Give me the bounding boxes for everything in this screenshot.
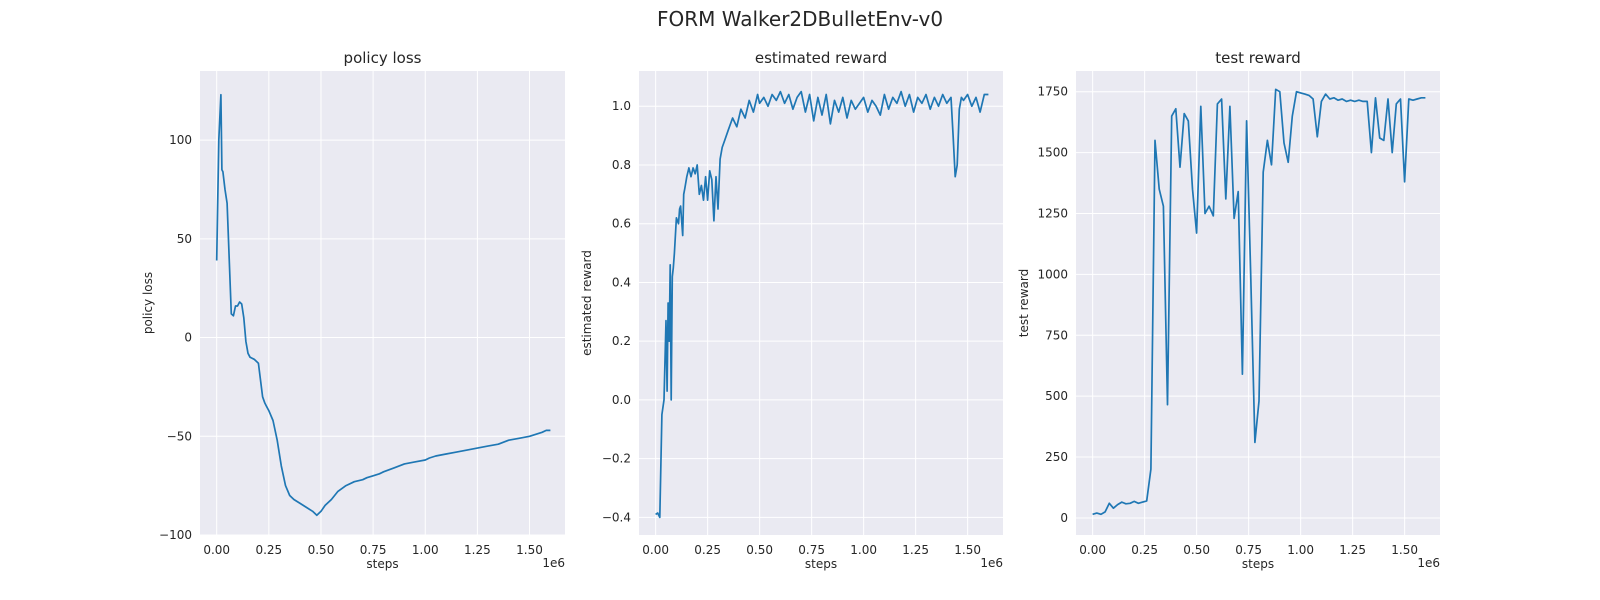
policy-loss-series-line xyxy=(215,93,551,517)
test-reward-x-tick-label: 1.00 xyxy=(1287,543,1314,557)
estimated-reward-plot-area xyxy=(639,71,1003,535)
estimated-reward-y-tick-label: 0.2 xyxy=(612,334,631,348)
estimated-reward-x-axis-label: steps xyxy=(805,557,837,571)
test-reward-plot-area xyxy=(1076,71,1440,535)
panel-policy-loss: 0.00 0.25 0.50 0.75 1.00 1.25 1.50 −100 −50 0 50 10… xyxy=(141,49,565,571)
policy-loss-y-axis-label: policy loss xyxy=(141,272,155,334)
estimated-reward-x-tick-label: 0.00 xyxy=(642,543,669,557)
estimated-reward-y-tick-label: 0.0 xyxy=(612,393,631,407)
estimated-reward-x-tick-label: 0.75 xyxy=(798,543,825,557)
estimated-reward-x-tick-label: 0.25 xyxy=(694,543,721,557)
policy-loss-plot-area xyxy=(200,71,565,535)
estimated-reward-y-tick-label: 0.6 xyxy=(612,217,631,231)
panel-test-reward: 0.00 0.25 0.50 0.75 1.00 1.25 1.50 0 250 500 750 10… xyxy=(1017,49,1440,571)
test-reward-y-tick-label: 0 xyxy=(1060,511,1068,525)
test-reward-y-tick-label: 1000 xyxy=(1037,267,1068,281)
policy-loss-y-tick-label: 0 xyxy=(184,331,192,345)
policy-loss-x-axis-label: steps xyxy=(366,557,398,571)
policy-loss-x-tick-label: 1.50 xyxy=(516,543,543,557)
test-reward-y-tick-label: 1250 xyxy=(1037,206,1068,220)
test-reward-x-tick-label: 1.25 xyxy=(1339,543,1366,557)
policy-loss-x-tick-label: 0.75 xyxy=(360,543,387,557)
policy-loss-x-tick-label: 0.00 xyxy=(203,543,230,557)
policy-loss-y-tick-label: −100 xyxy=(159,528,192,542)
estimated-reward-title: estimated reward xyxy=(755,49,887,67)
test-reward-y-tick-label: 500 xyxy=(1045,389,1068,403)
test-reward-x-tick-label: 0.50 xyxy=(1183,543,1210,557)
estimated-reward-x-tick-label: 0.50 xyxy=(746,543,773,557)
estimated-reward-x-tick-label: 1.25 xyxy=(902,543,929,557)
figure-title: FORM Walker2DBulletEnv-v0 xyxy=(656,7,944,31)
test-reward-title: test reward xyxy=(1215,49,1301,67)
estimated-reward-x-tick-label: 1.50 xyxy=(954,543,981,557)
estimated-reward-y-tick-label: −0.4 xyxy=(602,510,631,524)
estimated-reward-y-tick-label: 0.8 xyxy=(612,158,631,172)
test-reward-y-tick-label: 1750 xyxy=(1037,85,1068,99)
policy-loss-y-tick-label: 100 xyxy=(169,133,192,147)
test-reward-y-axis-label: test reward xyxy=(1017,269,1031,337)
estimated-reward-y-tick-label: −0.2 xyxy=(602,452,631,466)
estimated-reward-y-axis-label: estimated reward xyxy=(580,250,594,356)
test-reward-x-tick-label: 0.25 xyxy=(1131,543,1158,557)
test-reward-x-axis-label: steps xyxy=(1242,557,1274,571)
test-reward-y-tick-label: 750 xyxy=(1045,328,1068,342)
test-reward-series-line xyxy=(1092,88,1426,516)
estimated-reward-series-line xyxy=(655,90,989,519)
estimated-reward-x-tick-label: 1.00 xyxy=(850,543,877,557)
estimated-reward-x-offset-label: 1e6 xyxy=(980,556,1003,570)
policy-loss-title: policy loss xyxy=(344,49,422,67)
test-reward-y-tick-label: 1500 xyxy=(1037,146,1068,160)
test-reward-y-tick-label: 250 xyxy=(1045,450,1068,464)
test-reward-x-tick-label: 0.00 xyxy=(1079,543,1106,557)
policy-loss-x-tick-label: 1.00 xyxy=(412,543,439,557)
panel-estimated-reward: 0.00 0.25 0.50 0.75 1.00 1.25 1.50 −0.4 −0.2 0.0 0… xyxy=(580,49,1003,571)
estimated-reward-y-tick-label: 1.0 xyxy=(612,99,631,113)
policy-loss-x-tick-label: 1.25 xyxy=(464,543,491,557)
test-reward-x-tick-label: 0.75 xyxy=(1235,543,1262,557)
policy-loss-x-offset-label: 1e6 xyxy=(542,556,565,570)
policy-loss-x-tick-label: 0.50 xyxy=(308,543,335,557)
policy-loss-x-tick-label: 0.25 xyxy=(255,543,282,557)
policy-loss-y-tick-label: 50 xyxy=(177,232,192,246)
test-reward-x-tick-label: 1.50 xyxy=(1391,543,1418,557)
test-reward-x-offset-label: 1e6 xyxy=(1417,556,1440,570)
policy-loss-y-tick-label: −50 xyxy=(167,429,192,443)
estimated-reward-y-tick-label: 0.4 xyxy=(612,275,631,289)
